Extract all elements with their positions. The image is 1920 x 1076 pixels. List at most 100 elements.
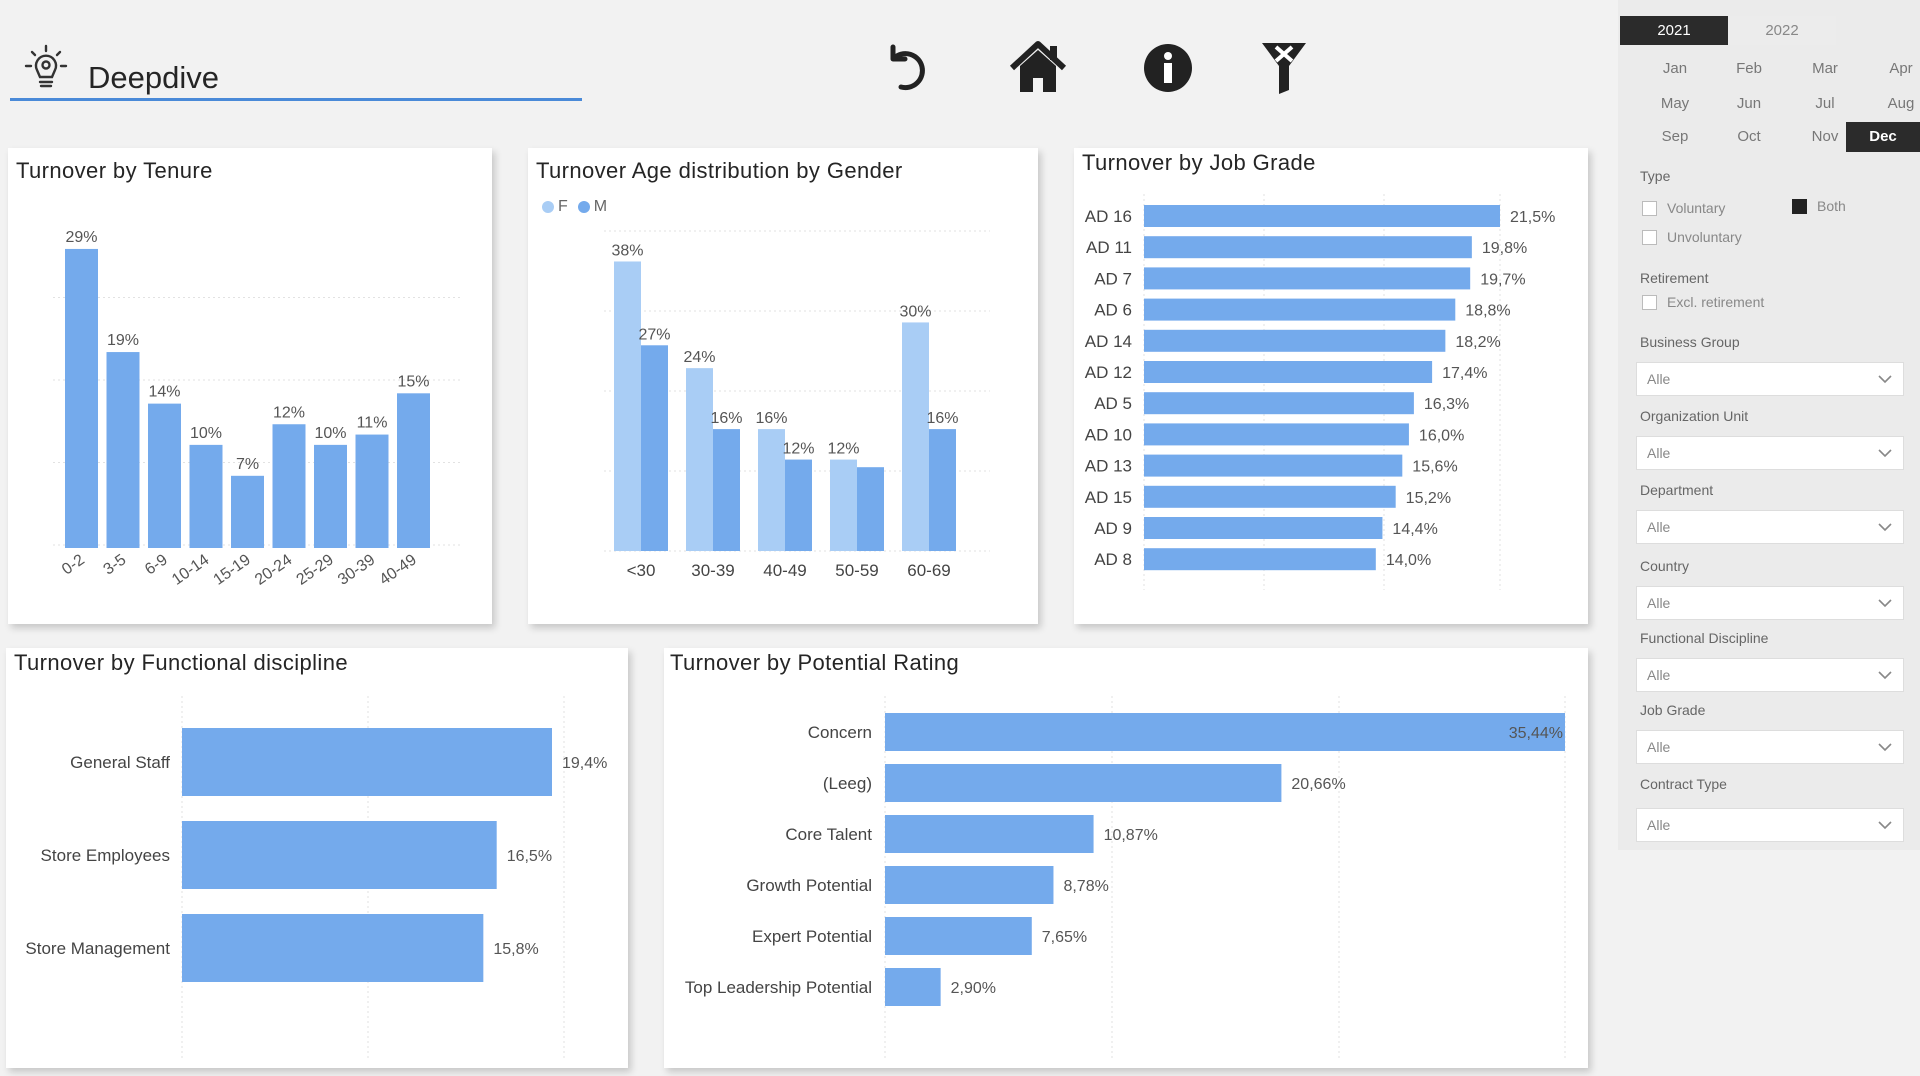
- bar: [885, 815, 1094, 853]
- job-grade-dropdown[interactable]: Alle: [1636, 730, 1904, 764]
- chart-title: Turnover by Potential Rating: [670, 650, 960, 675]
- x-tick-label: 15-19: [211, 551, 254, 588]
- both-checkbox[interactable]: Both: [1792, 198, 1846, 214]
- month-nov[interactable]: Nov: [1811, 128, 1839, 145]
- age-gender-chart[interactable]: 38% 27% <30 24% 16% 30-39 16% 12% 40-49 12% 50-59 3…: [528, 148, 1038, 624]
- data-label: 7,65%: [1042, 929, 1087, 946]
- organization-unit-dropdown[interactable]: Alle: [1636, 436, 1904, 470]
- month-mar[interactable]: Mar: [1812, 60, 1838, 77]
- job-grade-chart[interactable]: AD 16 21,5% AD 11 19,8% AD 7 19,7% AD 6 18,8% AD…: [1074, 148, 1588, 624]
- y-tick-label: Expert Potential: [752, 927, 872, 946]
- year-tab-2022[interactable]: 2022: [1728, 16, 1836, 45]
- bar: [355, 434, 389, 548]
- bar: [1144, 205, 1500, 227]
- data-label: 27%: [638, 326, 670, 343]
- chart-title: Turnover by Tenure: [16, 158, 213, 183]
- business-group-dropdown[interactable]: Alle: [1636, 362, 1904, 396]
- dropdown-value: Alle: [1647, 595, 1671, 611]
- excl-retirement-checkbox[interactable]: Excl. retirement: [1642, 294, 1764, 310]
- chevron-down-icon: [1878, 671, 1892, 680]
- involuntary-checkbox[interactable]: Unvoluntary: [1642, 229, 1742, 245]
- country-dropdown[interactable]: Alle: [1636, 586, 1904, 620]
- bar-m: [857, 467, 884, 551]
- checkbox-label: Voluntary: [1667, 200, 1726, 216]
- x-tick-label: 0-2: [59, 551, 88, 578]
- dropdown-value: Alle: [1647, 739, 1671, 755]
- y-tick-label: Store Employees: [41, 846, 170, 865]
- dropdown-value: Alle: [1647, 445, 1671, 461]
- month-feb[interactable]: Feb: [1736, 60, 1762, 77]
- bar-f: [614, 261, 641, 551]
- data-label: 10%: [314, 425, 346, 442]
- job-grade-label: Job Grade: [1640, 702, 1706, 718]
- tenure-chart-card: Turnover by Tenure 29% 0-2 19% 3-5 14% 6-9 10%…: [8, 148, 492, 624]
- bar: [885, 917, 1032, 955]
- bar: [65, 248, 98, 548]
- data-label: 15,2%: [1406, 490, 1451, 507]
- bar: [1144, 361, 1433, 383]
- month-jul[interactable]: Jul: [1815, 95, 1835, 112]
- month-jan[interactable]: Jan: [1662, 60, 1688, 77]
- home-button[interactable]: [1004, 36, 1072, 100]
- info-icon: [1144, 44, 1192, 92]
- dropdown-value: Alle: [1647, 667, 1671, 683]
- bar-m: [929, 429, 956, 551]
- legend-marker-f: [542, 201, 554, 213]
- business-group-label: Business Group: [1640, 334, 1740, 350]
- y-tick-label: AD 7: [1094, 269, 1132, 288]
- tenure-chart[interactable]: 29% 0-2 19% 3-5 14% 6-9 10% 10-14 7% 15-19 12% 20-2…: [8, 148, 492, 624]
- back-button[interactable]: [874, 36, 942, 100]
- potential-chart[interactable]: Concern 35,44% (Leeg) 20,66% Core Talent 10,8…: [664, 648, 1588, 1068]
- department-dropdown[interactable]: Alle: [1636, 510, 1904, 544]
- y-tick-label: AD 9: [1094, 519, 1132, 538]
- chart-legend[interactable]: F M: [542, 198, 607, 216]
- chevron-down-icon: [1878, 449, 1892, 458]
- page-title: Deepdive: [88, 60, 219, 95]
- chart-title: Turnover by Job Grade: [1082, 150, 1316, 175]
- bar-f: [830, 459, 857, 551]
- data-label: 16,0%: [1419, 427, 1464, 444]
- clear-filters-button[interactable]: [1250, 36, 1318, 100]
- bar-m: [785, 459, 812, 551]
- y-tick-label: AD 6: [1094, 301, 1132, 320]
- y-tick-label: AD 15: [1085, 488, 1132, 507]
- chevron-down-icon: [1878, 599, 1892, 608]
- month-apr[interactable]: Apr: [1889, 60, 1913, 77]
- info-button[interactable]: [1134, 36, 1202, 100]
- data-label: 11%: [357, 415, 388, 432]
- functional-discipline-dropdown[interactable]: Alle: [1636, 658, 1904, 692]
- month-jun[interactable]: Jun: [1736, 95, 1762, 112]
- contract-type-dropdown[interactable]: Alle: [1636, 808, 1904, 842]
- x-tick-label: 40-49: [377, 551, 420, 588]
- month-dec[interactable]: Dec: [1846, 122, 1920, 152]
- y-tick-label: (Leeg): [823, 774, 872, 793]
- month-oct[interactable]: Oct: [1737, 128, 1761, 145]
- voluntary-checkbox[interactable]: Voluntary: [1642, 200, 1725, 216]
- month-may[interactable]: May: [1660, 95, 1690, 112]
- bar: [885, 866, 1054, 904]
- functional-chart[interactable]: General Staff 19,4% Store Employees 16,5% St…: [6, 648, 628, 1068]
- bar: [885, 764, 1282, 802]
- data-label: 30%: [899, 303, 931, 320]
- bar: [189, 444, 223, 548]
- month-aug[interactable]: Aug: [1887, 95, 1915, 112]
- data-label: 16%: [755, 410, 787, 427]
- year-tab-2021[interactable]: 2021: [1620, 16, 1728, 45]
- y-tick-label: AD 13: [1085, 457, 1132, 476]
- data-label: 16,3%: [1424, 396, 1469, 413]
- x-tick-label: 50-59: [835, 561, 878, 580]
- y-tick-label: General Staff: [70, 753, 170, 772]
- data-label: 29%: [65, 229, 97, 246]
- data-label: 19,4%: [562, 755, 607, 772]
- month-sep[interactable]: Sep: [1661, 128, 1689, 145]
- clear-filter-icon: [1262, 43, 1306, 94]
- checkbox-label: Both: [1817, 198, 1846, 214]
- data-label: 7%: [236, 456, 259, 473]
- bar: [272, 424, 306, 548]
- x-tick-label: 20-24: [252, 551, 295, 588]
- bar: [231, 475, 264, 548]
- chevron-down-icon: [1878, 821, 1892, 830]
- filter-panel: 2021 2022 Jan Feb Mar Apr May Jun Jul Au…: [1618, 0, 1920, 1076]
- bar-m: [713, 429, 740, 551]
- bar: [1144, 236, 1472, 259]
